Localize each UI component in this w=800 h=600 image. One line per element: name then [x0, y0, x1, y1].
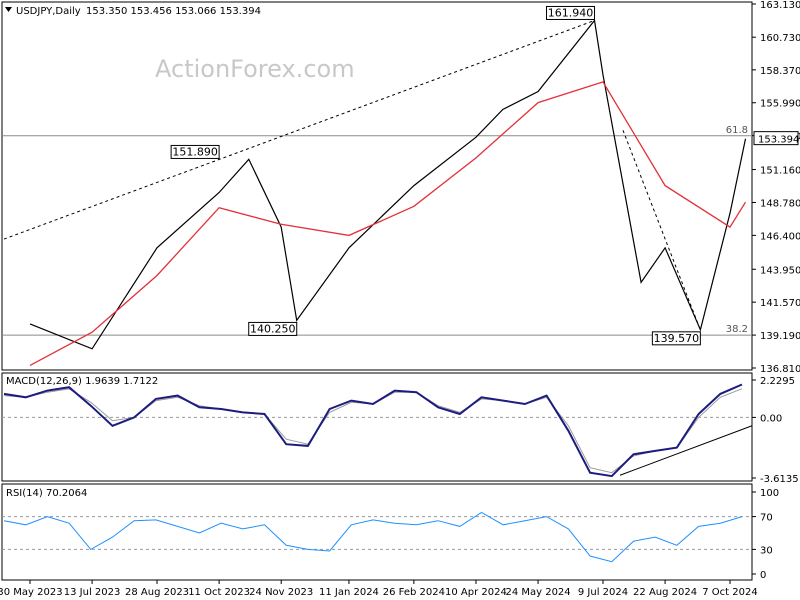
fib-level-label: 38.2	[726, 324, 748, 335]
macd-tick-label: 0.00	[760, 413, 782, 424]
x-axis: 30 May 2023 13 Jul 2023 28 Aug 2023 11 Oct …	[0, 580, 758, 598]
moving-average-line	[29, 81, 747, 366]
price-annotation-box	[170, 144, 220, 159]
rsi-tick-label: 30	[760, 545, 773, 556]
price-annotation-label: 139.570	[654, 332, 700, 345]
x-tick-label: 11 Jan 2024	[319, 587, 379, 598]
price-annotation-box	[651, 331, 701, 346]
x-tick-label: 24 May 2024	[505, 587, 570, 598]
price-annotation-box	[546, 5, 596, 20]
levels: 61.8 38.2	[2, 125, 752, 336]
price-tick-label: 146.400	[760, 231, 800, 242]
macd-axis: 2.2295 0.00 -3.6135	[2, 376, 799, 485]
rsi-tick-label: 70	[760, 513, 773, 524]
rsi-panel	[1, 483, 753, 581]
rsi-tick-label: 100	[760, 488, 779, 499]
macd-panel	[1, 372, 753, 482]
dropdown-triangle-icon[interactable]	[5, 7, 12, 12]
fib-level-label: 61.8	[726, 125, 748, 136]
price-tick-label: 141.570	[760, 298, 800, 309]
price-tick-label: 143.950	[760, 265, 800, 276]
price-annotation-box	[248, 321, 298, 336]
x-tick-label: 26 Feb 2024	[383, 587, 445, 598]
trendlines	[3, 19, 701, 331]
price-tick-label: 139.190	[760, 331, 800, 342]
rsi-series	[3, 511, 743, 563]
x-tick-label: 30 May 2023	[0, 587, 63, 598]
price-axis: 163.130160.730158.370155.990153.610151.1…	[752, 0, 800, 375]
rsi-title: RSI(14) 70.2064	[6, 488, 87, 499]
macd-trendline	[619, 425, 753, 476]
x-tick-label: 28 Aug 2023	[125, 587, 189, 598]
rsi-tick-label: 0	[760, 570, 766, 581]
macd-series	[3, 383, 753, 478]
price-tick-label: 160.730	[760, 33, 800, 44]
x-tick-label: 7 Oct 2024	[702, 587, 757, 598]
price-line	[29, 19, 747, 350]
watermark: ActionForex.com	[155, 55, 355, 83]
ohlc-values: 153.350 153.456 153.066 153.394	[86, 6, 261, 17]
macd-main-line	[3, 383, 743, 478]
price-annotation-label: 151.890	[172, 145, 218, 158]
x-tick-label: 11 Oct 2023	[188, 587, 250, 598]
price-panel	[1, 1, 753, 371]
x-tick-label: 13 Jul 2023	[64, 587, 121, 598]
price-tick-label: 136.810	[760, 364, 800, 375]
price-annotation-label: 161.940	[548, 6, 594, 19]
macd-title: MACD(12,26,9) 1.9639 1.7122	[6, 376, 158, 387]
macd-tick-label: 2.2295	[760, 376, 795, 387]
x-tick-label: 22 Aug 2024	[633, 587, 697, 598]
x-tick-label: 9 Jul 2024	[578, 587, 628, 598]
rsi-axis: 100 70 30 0	[2, 488, 779, 581]
price-tick-label: 148.780	[760, 198, 800, 209]
macd-tick-label: -3.6135	[760, 474, 799, 485]
x-tick-label: 10 Apr 2024	[445, 587, 507, 598]
price-tick-label: 163.130	[760, 0, 800, 11]
rising-trendline	[3, 19, 595, 240]
symbol-label: USDJPY,Daily	[16, 6, 81, 17]
price-series	[29, 19, 747, 366]
last-price-label: 153.394	[758, 135, 799, 146]
last-price-box	[753, 131, 799, 146]
price-tick-label: 151.160	[760, 166, 800, 177]
x-tick-label: 24 Nov 2023	[249, 587, 313, 598]
price-tick-label: 155.990	[760, 99, 800, 110]
price-tick-label: 158.370	[760, 66, 800, 77]
rsi-line	[3, 511, 743, 563]
annotations: 151.890 140.250 161.940 139.570	[170, 5, 701, 346]
price-annotation-label: 140.250	[250, 322, 296, 335]
